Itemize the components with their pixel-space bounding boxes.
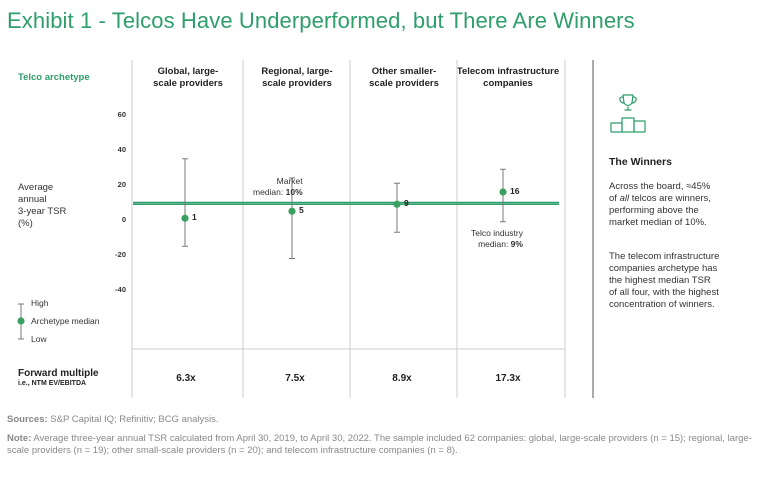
y-tick-20: 20 (117, 180, 126, 189)
winners-p2-line4: of all four, with the highest (609, 287, 719, 298)
winners-p2-line1: The telecom infrastructure (609, 251, 720, 262)
forward-multiple-global: 6.3x (176, 373, 196, 384)
podium-right (633, 120, 646, 133)
winners-paragraph-2: The telecom infrastructure companies arc… (609, 251, 759, 311)
col-head-infra-line2: companies (483, 78, 533, 89)
y-axis-label-line2: annual (18, 194, 47, 205)
market-median-prefix: median: (253, 187, 286, 197)
col-head-regional: Regional, large- scale providers (241, 66, 353, 90)
winners-p1-line2: of all telcos are winners, (609, 193, 759, 205)
col-head-global: Global, large- scale providers (132, 66, 244, 90)
median-marker-infra (499, 188, 507, 196)
y-tick-minus40: -40 (115, 285, 126, 294)
winners-title: The Winners (609, 156, 672, 168)
col-head-global-line2: scale providers (153, 78, 223, 89)
col-head-other-line1: Other smaller- (371, 66, 437, 77)
sources-label: Sources: (7, 414, 48, 425)
winners-p1-of: of (609, 193, 620, 204)
forward-multiple-other: 8.9x (392, 373, 412, 384)
y-axis-label: Average annual 3-year TSR (%) (18, 182, 108, 230)
col-head-regional-line1: Regional, large- (261, 66, 333, 77)
winners-p1-line1: Across the board, ≈45% (609, 181, 711, 192)
col-head-infra: Telecom infrastructure companies (452, 66, 564, 90)
note: Note: Average three-year annual TSR calc… (7, 433, 763, 457)
median-marker-other (393, 200, 401, 208)
median-marker-regional (288, 207, 296, 215)
winners-p1-line4: market median of 10%. (609, 217, 707, 228)
podium-center (621, 117, 635, 133)
median-marker-global (181, 214, 189, 222)
winners-p2-line2: companies archetype has (609, 263, 718, 274)
median-label-infra: 16 (510, 186, 520, 196)
legend-high: High (31, 298, 49, 308)
legend-low: Low (31, 334, 47, 344)
archetype-label: Telco archetype (18, 72, 90, 83)
trophy-cup (622, 94, 634, 107)
market-median-line2: median: 10% (253, 187, 303, 198)
winners-p1-line3: performing above the (609, 205, 699, 216)
col-head-global-line1: Global, large- (157, 66, 219, 77)
trophy-icon (610, 94, 646, 133)
sources-text: S&P Capital IQ; Refinitiv; BCG analysis. (47, 414, 219, 425)
col-head-infra-line1: Telecom infrastructure (456, 66, 560, 77)
podium-left (610, 122, 623, 133)
y-tick-0: 0 (121, 215, 126, 224)
winners-paragraph-1: Across the board, ≈45% of all telcos are… (609, 181, 759, 229)
col-head-regional-line2: scale providers (262, 78, 332, 89)
median-label-regional: 5 (299, 205, 304, 216)
legend-median: Archetype median (31, 316, 100, 326)
col-head-other: Other smaller- scale providers (348, 66, 460, 90)
y-tick-60: 60 (117, 110, 126, 119)
y-tick-minus20: -20 (115, 250, 126, 259)
market-median-annotation: Market median: 10% (253, 176, 303, 198)
forward-multiple-regional: 7.5x (285, 373, 305, 384)
legend-median-dot (17, 317, 25, 325)
median-label-other: 9 (404, 198, 409, 209)
telco-median-line1: Telco industry (471, 228, 523, 238)
page-title: Exhibit 1 - Telcos Have Underperformed, … (7, 8, 635, 33)
y-axis-label-line1: Average (18, 182, 54, 193)
forward-multiple-infra: 17.3x (495, 373, 521, 384)
winners-p2-line3: the highest median TSR (609, 275, 711, 286)
telco-median-value: 9% (510, 239, 523, 249)
y-axis-label-line4: (%) (18, 218, 33, 229)
y-axis-label-line3: 3-year TSR (18, 206, 67, 217)
note-text: Average three-year annual TSR calculated… (7, 433, 752, 456)
winners-p1-all: all (619, 193, 630, 204)
winners-p1-rest: telcos are winners, (629, 193, 711, 204)
forward-multiple-subtitle: i.e., NTM EV/EBITDA (18, 380, 87, 387)
col-head-other-line2: scale providers (369, 78, 439, 89)
forward-multiple-title: Forward multiple (18, 368, 99, 379)
market-median-value: 10% (285, 187, 303, 197)
sources: Sources: S&P Capital IQ; Refinitiv; BCG … (7, 414, 219, 425)
market-median-line1: Market (276, 176, 303, 186)
trophy-left-handle (619, 96, 625, 104)
trophy-right-handle (631, 96, 637, 104)
winners-p2-line5: concentration of winners. (609, 299, 715, 310)
telco-median-line2: median: 9% (471, 239, 523, 250)
telco-median-annotation: Telco industry median: 9% (471, 228, 523, 250)
y-tick-40: 40 (117, 145, 126, 154)
note-label: Note: (7, 433, 32, 444)
telco-median-prefix: median: (478, 239, 511, 249)
median-label-global: 1 (192, 212, 197, 223)
